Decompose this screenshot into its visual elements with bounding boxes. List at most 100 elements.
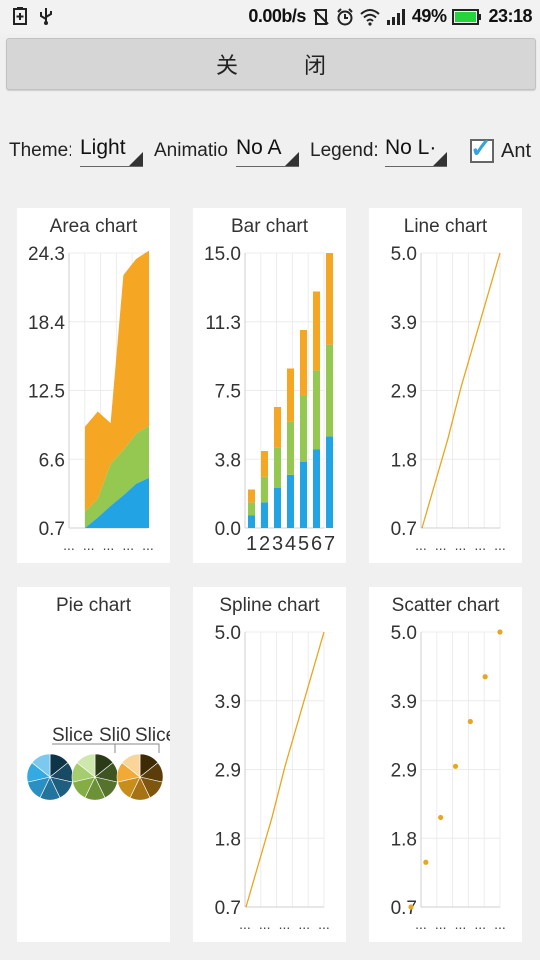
area-series xyxy=(85,250,149,512)
x-tick-label: ... xyxy=(279,916,291,932)
scatter-point xyxy=(438,814,444,821)
y-tick-label: 1.8 xyxy=(391,829,417,850)
bar-segment xyxy=(274,407,281,448)
bar-chart: 15.0 11.3 7.5 3.8 0.01 2 3 4 5 6 7 xyxy=(204,244,335,555)
bar-segment xyxy=(326,344,333,437)
x-tick-label: ... xyxy=(298,916,310,932)
bar-segment xyxy=(248,502,255,516)
bar-segment xyxy=(313,449,320,528)
y-tick-label: 3.9 xyxy=(391,692,417,713)
scatter-point xyxy=(467,718,473,725)
x-tick-label: 2 xyxy=(259,533,270,555)
bar-segment xyxy=(300,330,307,396)
checkmark-icon: ✓ xyxy=(470,133,492,163)
y-tick-label: 5.0 xyxy=(391,244,417,265)
y-tick-label: 3.8 xyxy=(215,450,241,471)
y-tick-label: 1.8 xyxy=(215,829,241,850)
bar-segment xyxy=(248,489,255,503)
x-tick-label: 1 xyxy=(246,533,257,555)
bar-segment xyxy=(287,474,294,528)
pie-slice xyxy=(121,753,141,778)
x-tick-label: ... xyxy=(435,537,447,553)
animation-spinner[interactable]: No A xyxy=(236,136,299,167)
chart-title: Area chart xyxy=(49,216,138,237)
scatter-point xyxy=(482,674,488,680)
x-tick-label: ... xyxy=(455,537,467,553)
line-series xyxy=(421,252,501,529)
y-tick-label: 18.4 xyxy=(28,313,65,334)
scatter-point xyxy=(423,859,429,865)
y-tick-label: 0.0 xyxy=(215,519,241,540)
y-tick-label: 7.5 xyxy=(215,382,241,403)
pie-slice xyxy=(76,753,96,778)
y-tick-label: 6.6 xyxy=(39,450,65,471)
legend-spinner[interactable]: No L· xyxy=(385,136,447,167)
chart-title: Scatter chart xyxy=(391,595,500,616)
x-tick-label: ... xyxy=(63,537,75,553)
line-chart-card: Line chart 5.0 3.9 2.9 1.8 0.7..............… xyxy=(369,208,522,563)
battery-icon xyxy=(452,8,482,25)
x-tick-label: ... xyxy=(415,537,427,553)
x-tick-label: ... xyxy=(259,916,271,932)
signal-icon xyxy=(386,8,405,25)
y-tick-label: 5.0 xyxy=(215,623,241,644)
bar-segment xyxy=(300,462,307,528)
x-tick-label: 5 xyxy=(298,533,309,555)
legend-label: Legend: xyxy=(310,140,378,161)
bar-segment xyxy=(274,447,281,488)
x-tick-label: ... xyxy=(455,916,467,932)
scatter-point xyxy=(408,904,414,910)
battery-percent: 49% xyxy=(411,6,447,26)
x-tick-label: ... xyxy=(83,537,95,553)
y-tick-label: 24.3 xyxy=(28,244,65,265)
y-tick-label: 2.9 xyxy=(391,761,417,782)
pie-label: Slice... xyxy=(135,725,170,746)
bar-segment xyxy=(248,515,255,528)
bar-segment xyxy=(287,421,294,475)
wifi-icon xyxy=(360,8,380,26)
animation-value: No A xyxy=(236,136,282,159)
scatter-chart: 5.0 3.9 2.9 1.8 0.7............... xyxy=(391,623,506,932)
network-speed: 0.00b/s xyxy=(248,6,306,26)
theme-label: Theme: xyxy=(9,140,71,161)
bar-segment xyxy=(313,370,320,450)
bar-segment xyxy=(326,436,333,528)
y-tick-label: 3.9 xyxy=(215,692,241,713)
scatter-point xyxy=(497,629,503,635)
spinner-arrow-icon xyxy=(129,152,143,166)
scatter-chart-card: Scatter chart 5.0 3.9 2.9 1.8 0.7...........… xyxy=(369,587,522,942)
pie-slice xyxy=(31,753,51,778)
bar-segment xyxy=(326,253,333,345)
x-tick-label: ... xyxy=(494,537,506,553)
usb-icon xyxy=(40,8,52,25)
antialias-checkbox[interactable]: ✓ xyxy=(470,133,494,163)
close-button[interactable]: 关 闭 xyxy=(6,38,536,90)
y-tick-label: 2.9 xyxy=(391,382,417,403)
pie-label-leader xyxy=(99,743,160,753)
y-tick-label: 0.7 xyxy=(39,519,65,540)
spinner-arrow-icon xyxy=(285,152,299,166)
x-tick-label: ... xyxy=(122,537,134,553)
y-tick-label: 12.5 xyxy=(28,382,65,403)
pie-label: Slice xyxy=(52,725,93,746)
chart-title: Pie chart xyxy=(56,595,131,616)
theme-spinner[interactable]: Light xyxy=(80,136,143,167)
x-tick-label: ... xyxy=(142,537,154,553)
theme-value: Light xyxy=(80,136,126,159)
bar-segment xyxy=(313,291,320,371)
area-series xyxy=(85,425,149,528)
y-tick-label: 3.9 xyxy=(391,313,417,334)
y-tick-label: 15.0 xyxy=(204,244,241,265)
x-tick-label: ... xyxy=(415,916,427,932)
chart-title: Line chart xyxy=(403,216,488,237)
x-tick-label: 7 xyxy=(324,533,335,555)
bar-segment xyxy=(300,396,307,462)
y-tick-label: 11.3 xyxy=(205,313,241,334)
antialias-label: Ant xyxy=(501,140,532,162)
x-tick-label: 3 xyxy=(272,533,283,555)
status-bar: 0.00b/s 49% 23:18 xyxy=(0,0,540,34)
pie-label: Sli0 xyxy=(99,725,131,746)
area-series xyxy=(85,477,149,528)
bar-segment xyxy=(261,502,268,528)
y-tick-label: 0.7 xyxy=(391,898,417,919)
